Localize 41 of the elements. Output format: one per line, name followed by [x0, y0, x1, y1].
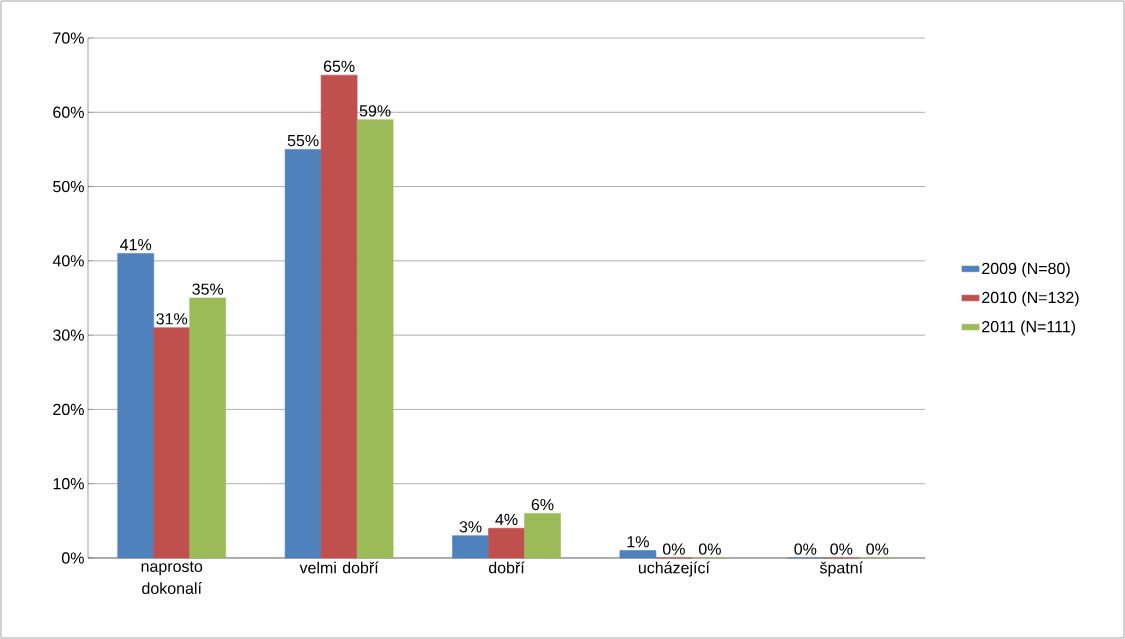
y-tick-label: 50% — [53, 180, 84, 193]
legend-label: 2010 (N=132) — [982, 291, 1079, 307]
y-tick-label: 20% — [53, 403, 84, 416]
bar — [284, 149, 322, 559]
bar — [619, 550, 657, 559]
data-label: 59% — [359, 105, 391, 117]
bar — [452, 535, 489, 559]
x-tick-label: špatní — [819, 561, 863, 577]
bar — [117, 253, 155, 559]
bar — [320, 74, 358, 559]
x-tick-label: dobří — [488, 561, 525, 574]
data-label: 6% — [531, 498, 554, 511]
data-label: 0% — [698, 543, 721, 555]
data-label: 0% — [662, 543, 685, 555]
legend-label: 2009 (N=80) — [982, 262, 1070, 278]
legend-label: 2011 (N=111) — [982, 320, 1076, 336]
bar — [153, 327, 190, 559]
data-label: 31% — [156, 313, 188, 325]
bar — [356, 119, 394, 559]
bar — [189, 297, 226, 559]
data-label: 0% — [830, 543, 853, 555]
data-label: 0% — [866, 543, 889, 555]
data-label: 35% — [192, 283, 224, 295]
bar — [524, 513, 561, 559]
x-tick-label: velmi dobří — [299, 561, 379, 574]
data-label: 55% — [287, 134, 319, 147]
bar — [488, 527, 525, 559]
data-label: 1% — [627, 536, 649, 548]
y-tick-label: 40% — [52, 255, 84, 267]
y-tick-label: 70% — [53, 32, 84, 44]
y-tick-label: 60% — [53, 106, 84, 118]
x-tick-label: ucházející — [638, 561, 710, 577]
data-label: 65% — [323, 60, 355, 72]
data-label: 4% — [495, 513, 518, 526]
x-tick-label: naprosto dokonalí — [141, 561, 203, 595]
y-tick-label: 10% — [53, 478, 84, 490]
y-tick-label: 0% — [61, 552, 84, 564]
data-label: 3% — [459, 521, 482, 533]
data-label: 0% — [794, 543, 817, 555]
data-label: 41% — [120, 239, 152, 251]
y-tick-label: 30% — [53, 329, 84, 341]
